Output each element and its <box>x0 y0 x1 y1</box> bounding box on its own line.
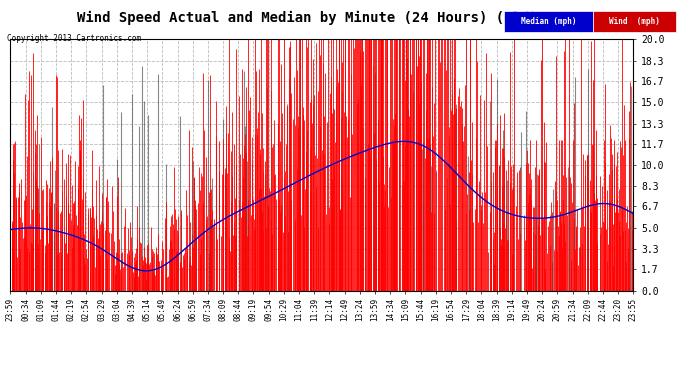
Text: Copyright 2013 Cartronics.com: Copyright 2013 Cartronics.com <box>7 34 141 43</box>
Text: Wind Speed Actual and Median by Minute (24 Hours) (Old) 20130501: Wind Speed Actual and Median by Minute (… <box>77 11 613 26</box>
Text: Wind  (mph): Wind (mph) <box>609 17 660 26</box>
Text: Median (mph): Median (mph) <box>521 17 576 26</box>
